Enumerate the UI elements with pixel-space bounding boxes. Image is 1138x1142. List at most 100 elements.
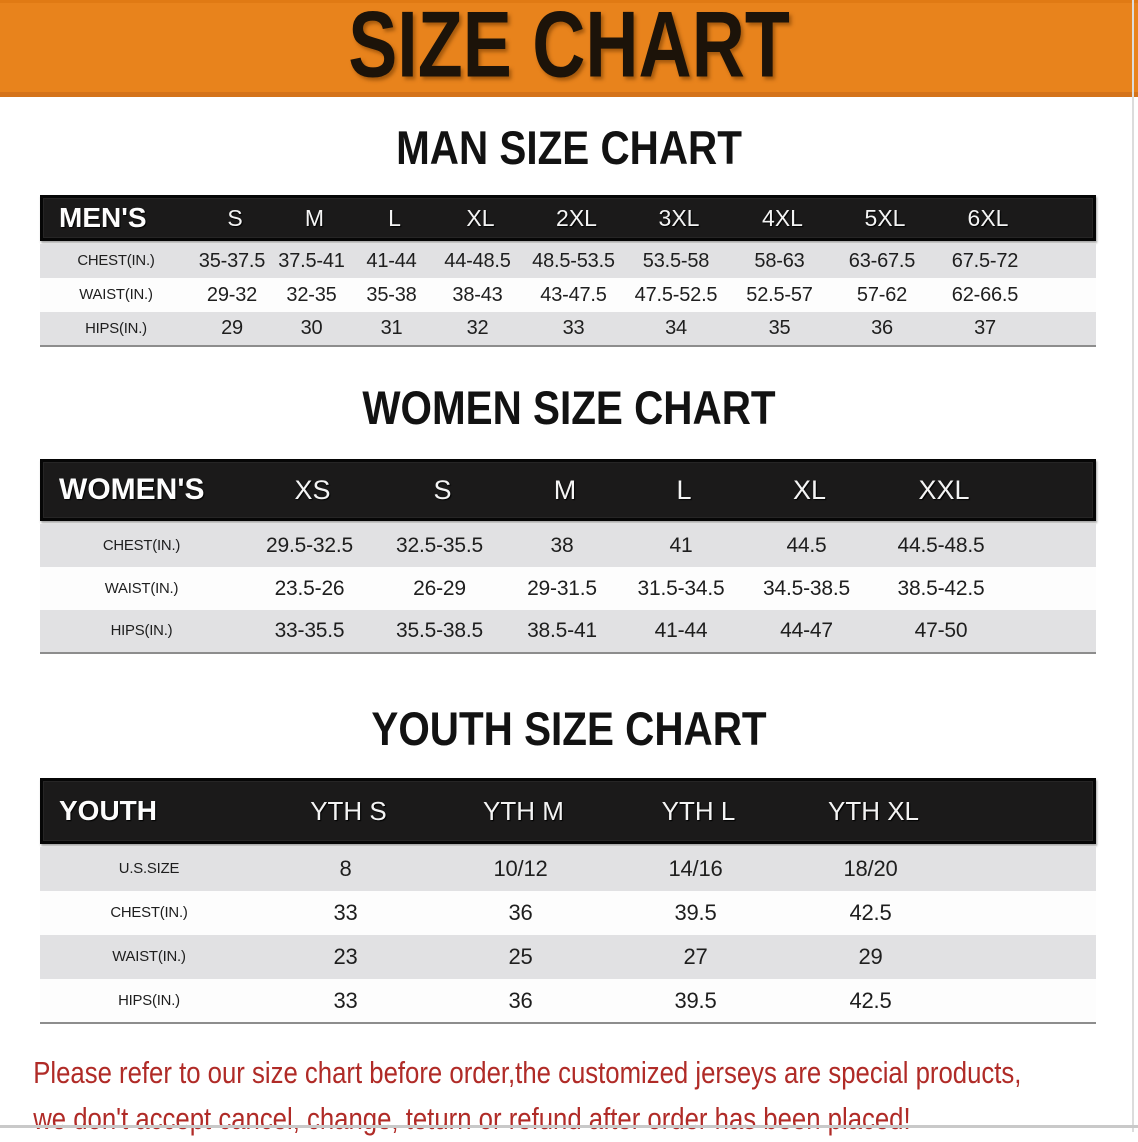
youth-section-title: YOUTH SIZE CHART — [371, 702, 767, 755]
size-column-header: XL — [792, 474, 827, 505]
size-column-header: XXL — [918, 474, 970, 505]
size-value: 35-37.5 — [192, 244, 272, 278]
size-value: 48.5-53.5 — [523, 244, 624, 278]
size-column-header: YTH M — [483, 795, 564, 826]
row-label: CHEST(IN.) — [40, 244, 192, 278]
size-value: 42.5 — [783, 979, 958, 1023]
size-value: 29-31.5 — [503, 567, 621, 610]
table-row: U.S.SIZE 8 10/12 14/16 18/20 — [40, 847, 1096, 891]
disclaimer-line-2: we don't accept cancel, change, teturn o… — [33, 1101, 911, 1136]
table-header-row: MEN'S S M L XL 2XL 3XL 4XL 5XL 6XL — [40, 195, 1096, 241]
size-column-header: L — [388, 204, 401, 231]
size-value: 41-44 — [621, 610, 741, 653]
women-section-title: WOMEN SIZE CHART — [362, 381, 776, 434]
size-value: 36 — [433, 979, 608, 1023]
size-value: 39.5 — [608, 979, 783, 1023]
size-column-header: 4XL — [762, 204, 803, 231]
row-filler — [958, 891, 1096, 935]
row-filler — [1010, 610, 1096, 653]
table-header-row: WOMEN'S XS S M L XL XXL — [40, 459, 1096, 521]
size-value: 34 — [624, 312, 728, 346]
size-value: 33 — [523, 312, 624, 346]
size-data-table: U.S.SIZE 8 10/12 14/16 18/20 CHEST(IN.) 33 36 39… — [40, 847, 1096, 1024]
size-column-header: S — [227, 204, 243, 231]
size-value: 36 — [831, 312, 933, 346]
size-value: 8 — [258, 847, 433, 891]
size-value: 41 — [621, 524, 741, 567]
size-value: 29.5-32.5 — [243, 524, 376, 567]
size-value: 32.5-35.5 — [376, 524, 503, 567]
banner-title: SIZE CHART — [348, 0, 790, 97]
size-value: 29 — [192, 312, 272, 346]
size-value: 38.5-41 — [503, 610, 621, 653]
size-data-table: CHEST(IN.) 29.5-32.5 32.5-35.5 38 41 44.5 44.5… — [40, 524, 1096, 654]
size-value: 29-32 — [192, 278, 272, 312]
table-row: WAIST(IN.) 23 25 27 29 — [40, 935, 1096, 979]
row-label: WAIST(IN.) — [40, 278, 192, 312]
header-label: MEN'S — [59, 202, 147, 233]
size-value: 35.5-38.5 — [376, 610, 503, 653]
size-column-header: L — [676, 474, 692, 505]
header-label: WOMEN'S — [59, 473, 205, 506]
size-value: 39.5 — [608, 891, 783, 935]
size-value: 37 — [933, 312, 1037, 346]
image-right-edge — [1132, 0, 1134, 1132]
size-value: 32 — [432, 312, 523, 346]
row-label: CHEST(IN.) — [40, 891, 258, 935]
row-filler — [1037, 278, 1096, 312]
men-section-title: MAN SIZE CHART — [396, 121, 742, 174]
row-label: HIPS(IN.) — [40, 979, 258, 1023]
size-value: 33-35.5 — [243, 610, 376, 653]
size-column-header: YTH L — [661, 795, 736, 826]
size-value: 29 — [783, 935, 958, 979]
size-value: 58-63 — [728, 244, 831, 278]
table-row: HIPS(IN.) 33 36 39.5 42.5 — [40, 979, 1096, 1023]
size-value: 34.5-38.5 — [741, 567, 872, 610]
size-value: 37.5-41 — [272, 244, 351, 278]
size-column-header: YTH XL — [827, 795, 920, 826]
size-value: 38.5-42.5 — [872, 567, 1010, 610]
table-row: CHEST(IN.) 29.5-32.5 32.5-35.5 38 41 44.5 44.5… — [40, 524, 1096, 567]
size-value: 33 — [258, 891, 433, 935]
size-value: 31.5-34.5 — [621, 567, 741, 610]
size-value: 53.5-58 — [624, 244, 728, 278]
size-value: 35-38 — [351, 278, 432, 312]
size-value: 44-47 — [741, 610, 872, 653]
size-value: 33 — [258, 979, 433, 1023]
size-value: 42.5 — [783, 891, 958, 935]
size-column-header: YTH S — [310, 795, 387, 826]
header-label: YOUTH — [59, 795, 157, 826]
youth-size-table: YOUTH YTH S YTH M YTH L YTH XL U.S.SIZE 8 10/12… — [40, 778, 1096, 1024]
row-label: HIPS(IN.) — [40, 610, 243, 653]
row-label: CHEST(IN.) — [40, 524, 243, 567]
disclaimer-line-1: Please refer to our size chart before or… — [33, 1055, 1022, 1090]
row-filler — [1010, 524, 1096, 567]
size-value: 23 — [258, 935, 433, 979]
size-value: 18/20 — [783, 847, 958, 891]
size-data-table: CHEST(IN.) 35-37.5 37.5-41 41-44 44-48.5 48.5… — [40, 244, 1096, 347]
size-column-header: 2XL — [556, 204, 597, 231]
size-value: 44.5-48.5 — [872, 524, 1010, 567]
men-size-table: MEN'S S M L XL 2XL 3XL 4XL 5XL 6XL CHEST(IN.) 35-37… — [40, 195, 1096, 347]
size-value: 47-50 — [872, 610, 1010, 653]
size-value: 62-66.5 — [933, 278, 1037, 312]
size-value: 43-47.5 — [523, 278, 624, 312]
size-column-header: M — [553, 474, 577, 505]
table-row: WAIST(IN.) 23.5-26 26-29 29-31.5 31.5-34.5 34… — [40, 567, 1096, 610]
size-value: 67.5-72 — [933, 244, 1037, 278]
row-label: U.S.SIZE — [40, 847, 258, 891]
size-value: 35 — [728, 312, 831, 346]
size-value: 30 — [272, 312, 351, 346]
row-label: WAIST(IN.) — [40, 567, 243, 610]
size-column-header: 6XL — [967, 204, 1009, 231]
row-label: HIPS(IN.) — [40, 312, 192, 346]
size-value: 10/12 — [433, 847, 608, 891]
size-column-header: M — [304, 204, 325, 231]
size-value: 52.5-57 — [728, 278, 831, 312]
disclaimer-text: Please refer to our size chart before or… — [0, 1050, 1022, 1142]
size-value: 47.5-52.5 — [624, 278, 728, 312]
table-row: WAIST(IN.) 29-32 32-35 35-38 38-43 43-47.5 47.… — [40, 278, 1096, 312]
size-value: 14/16 — [608, 847, 783, 891]
table-row: HIPS(IN.) 29 30 31 32 33 34 35 36 37 — [40, 312, 1096, 346]
